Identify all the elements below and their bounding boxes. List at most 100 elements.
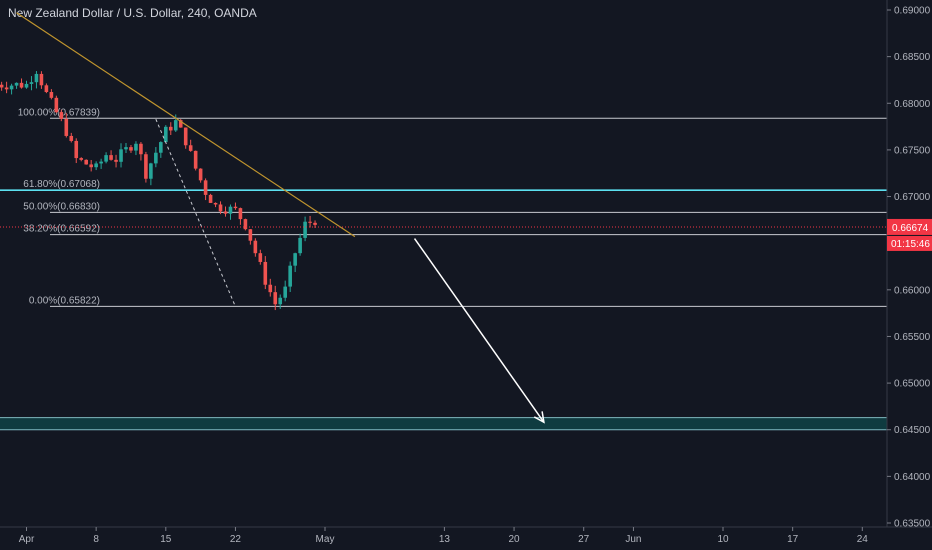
candle-body [288, 265, 292, 287]
candle-body [44, 85, 49, 93]
y-tick-label: 0.69000 [894, 5, 931, 16]
candle-body [64, 118, 69, 136]
candle-body [263, 261, 268, 285]
support-zone [0, 417, 887, 430]
y-tick-label: 0.65000 [894, 379, 931, 390]
candle-body [124, 147, 128, 150]
candle-body [154, 152, 158, 164]
candle-body [114, 159, 118, 162]
x-tick-label: May [316, 534, 335, 545]
candle-body [9, 85, 14, 90]
candle-body [243, 219, 248, 230]
candle-body [54, 97, 59, 113]
candle-body [49, 92, 54, 98]
candle-body [59, 112, 64, 119]
candle-body [149, 163, 153, 179]
candle-body [134, 143, 138, 151]
fibonacci-layer: 100.00%(0.67839) 61.80%(0.67068) 50.00%(0.… [0, 107, 887, 307]
candle-body [69, 135, 74, 141]
candle-body [198, 168, 203, 181]
drawings-layer [0, 12, 887, 424]
candle-body [39, 73, 44, 86]
candle-body [129, 147, 133, 151]
candle-body [89, 164, 93, 168]
candle-body [278, 297, 283, 305]
candle-body [159, 142, 163, 153]
candle-body [313, 222, 317, 225]
projection-arrow-head [533, 411, 545, 424]
candle-body [228, 206, 233, 214]
candle-body [99, 161, 103, 164]
candle-body [213, 202, 218, 205]
fib-level-label: 100.00%(0.67839) [18, 107, 100, 118]
fib-level-label: 0.00%(0.65822) [29, 295, 100, 306]
x-tick-label: 17 [787, 534, 799, 545]
chart-title: New Zealand Dollar / U.S. Dollar, 240, O… [8, 6, 257, 20]
candle-body [218, 204, 223, 212]
candle-body [104, 155, 108, 162]
fib-level-label: 38.20%(0.66592) [23, 224, 100, 235]
candle-body [183, 127, 188, 146]
y-tick-label: 0.66000 [894, 285, 931, 296]
x-tick-label: 10 [717, 534, 729, 545]
x-tick-label: 8 [93, 534, 99, 545]
price-badge-value: 0.66674 [892, 223, 929, 234]
candle-body [273, 292, 278, 305]
candle-body [14, 82, 19, 86]
x-tick-label: 24 [857, 534, 869, 545]
x-tick-label: 15 [160, 534, 172, 545]
candle-body [29, 82, 34, 84]
candle-body [203, 180, 208, 195]
countdown-badge [887, 235, 932, 251]
candle-body [223, 211, 228, 214]
support-zone-layer [0, 417, 887, 431]
candle-body [283, 286, 287, 298]
candle-body [268, 284, 273, 293]
candle-body [74, 140, 79, 159]
candle-body [238, 208, 243, 220]
candle-body [308, 221, 312, 223]
fib-level-label: 61.80%(0.67068) [23, 179, 100, 190]
candle-body [84, 159, 88, 165]
candle-body [173, 120, 178, 131]
candle-body [24, 83, 29, 88]
x-tick-label: 13 [439, 534, 451, 545]
candle-body [178, 120, 183, 128]
candle-body [34, 73, 39, 83]
x-tick-label: 20 [508, 534, 520, 545]
candle-body [208, 194, 213, 203]
x-tick-label: Apr [19, 534, 35, 545]
price-badge [887, 218, 932, 235]
y-tick-label: 0.67000 [894, 192, 931, 203]
candle-body [94, 163, 98, 168]
y-tick-label: 0.65500 [894, 332, 931, 343]
candle-body [248, 229, 253, 241]
candle-body [188, 145, 193, 151]
fib-level-label: 50.00%(0.66830) [23, 201, 100, 212]
trendline [16, 12, 356, 238]
y-tick-label: 0.64500 [894, 425, 931, 436]
x-tick-label: 22 [230, 534, 242, 545]
candle-body [119, 149, 123, 162]
y-tick-label: 0.63500 [894, 519, 931, 530]
x-tick-label: Jun [625, 534, 641, 545]
candle-body [0, 84, 4, 88]
candle-body [253, 240, 258, 254]
candle-body [298, 237, 302, 254]
candle-body [79, 158, 84, 160]
candle-body [4, 87, 9, 90]
candle-body [258, 253, 263, 262]
candle-body [164, 126, 168, 143]
fib-anchor-line [155, 118, 236, 307]
candle-body [144, 154, 148, 179]
candle-body [19, 82, 24, 88]
candles-layer [0, 71, 317, 311]
y-tick-label: 0.67500 [894, 145, 931, 156]
countdown-badge-value: 01:15:46 [891, 239, 930, 250]
candle-body [139, 143, 143, 155]
candle-body [233, 206, 238, 209]
x-tick-label: 27 [578, 534, 590, 545]
candle-body [303, 221, 307, 238]
